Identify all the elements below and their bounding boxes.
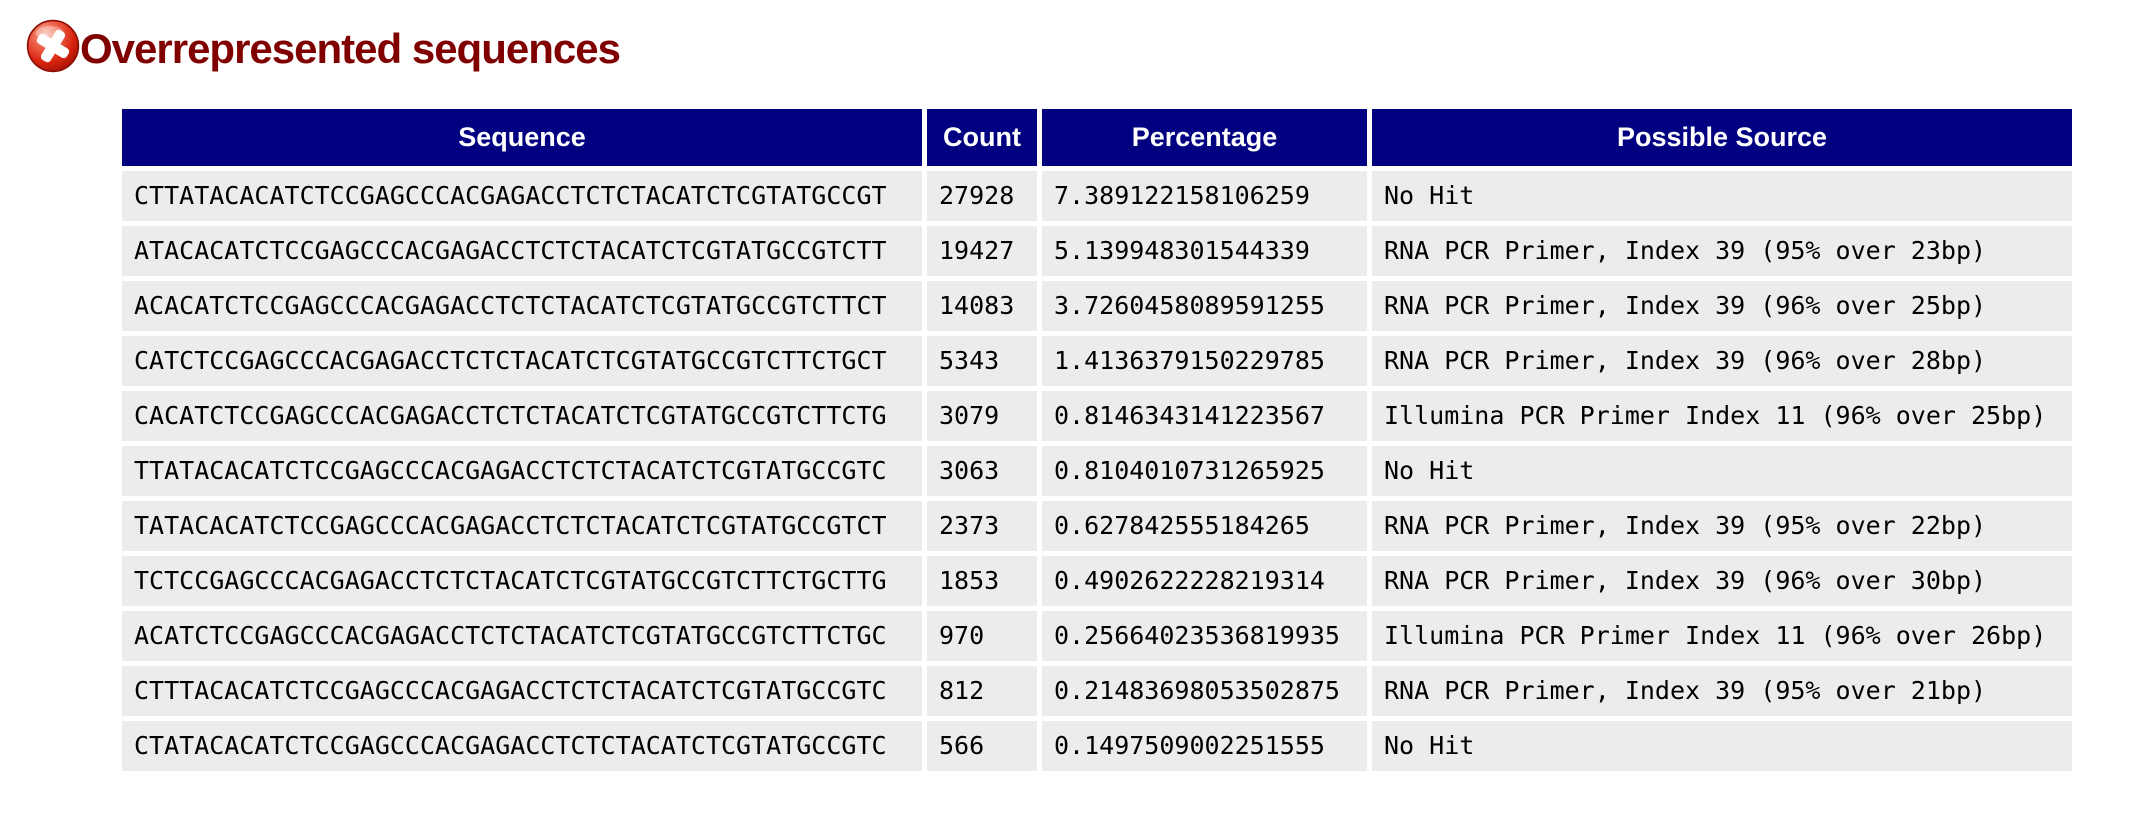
count-cell: 812: [927, 666, 1037, 716]
sequence-cell: ATACACATCTCCGAGCCCACGAGACCTCTCTACATCTCGT…: [122, 226, 922, 276]
sequence-cell: TTATACACATCTCCGAGCCCACGAGACCTCTCTACATCTC…: [122, 446, 922, 496]
possible-source-cell: RNA PCR Primer, Index 39 (96% over 25bp): [1372, 281, 2072, 331]
sequence-cell: CACATCTCCGAGCCCACGAGACCTCTCTACATCTCGTATG…: [122, 391, 922, 441]
section-header: Overrepresented sequences: [26, 16, 2132, 76]
count-cell: 1853: [927, 556, 1037, 606]
possible-source-cell: Illumina PCR Primer Index 11 (96% over 2…: [1372, 391, 2072, 441]
percentage-cell: 0.1497509002251555: [1042, 721, 1367, 771]
table-row: CTTTACACATCTCCGAGCCCACGAGACCTCTCTACATCTC…: [122, 666, 2072, 716]
sequence-cell: TATACACATCTCCGAGCCCACGAGACCTCTCTACATCTCG…: [122, 501, 922, 551]
percentage-cell: 0.4902622228219314: [1042, 556, 1367, 606]
possible-source-cell: No Hit: [1372, 446, 2072, 496]
table-row: CATCTCCGAGCCCACGAGACCTCTCTACATCTCGTATGCC…: [122, 336, 2072, 386]
count-cell: 27928: [927, 171, 1037, 221]
column-header-count: Count: [927, 109, 1037, 166]
percentage-cell: 3.7260458089591255: [1042, 281, 1367, 331]
percentage-cell: 1.4136379150229785: [1042, 336, 1367, 386]
possible-source-cell: RNA PCR Primer, Index 39 (96% over 28bp): [1372, 336, 2072, 386]
table-row: ACATCTCCGAGCCCACGAGACCTCTCTACATCTCGTATGC…: [122, 611, 2072, 661]
possible-source-cell: No Hit: [1372, 721, 2072, 771]
count-cell: 3063: [927, 446, 1037, 496]
count-cell: 5343: [927, 336, 1037, 386]
possible-source-cell: RNA PCR Primer, Index 39 (96% over 30bp): [1372, 556, 2072, 606]
table-row: ACACATCTCCGAGCCCACGAGACCTCTCTACATCTCGTAT…: [122, 281, 2072, 331]
percentage-cell: 0.8146343141223567: [1042, 391, 1367, 441]
column-header-sequence: Sequence: [122, 109, 922, 166]
possible-source-cell: No Hit: [1372, 171, 2072, 221]
table-header: Sequence Count Percentage Possible Source: [122, 109, 2072, 166]
count-cell: 970: [927, 611, 1037, 661]
sequence-cell: ACATCTCCGAGCCCACGAGACCTCTCTACATCTCGTATGC…: [122, 611, 922, 661]
column-header-percentage: Percentage: [1042, 109, 1367, 166]
sequence-cell: CTTATACACATCTCCGAGCCCACGAGACCTCTCTACATCT…: [122, 171, 922, 221]
percentage-cell: 0.627842555184265: [1042, 501, 1367, 551]
percentage-cell: 0.25664023536819935: [1042, 611, 1367, 661]
sequence-cell: ACACATCTCCGAGCCCACGAGACCTCTCTACATCTCGTAT…: [122, 281, 922, 331]
fail-icon: [26, 19, 80, 73]
table-row: CTTATACACATCTCCGAGCCCACGAGACCTCTCTACATCT…: [122, 171, 2072, 221]
page-title: Overrepresented sequences: [80, 25, 621, 72]
possible-source-cell: Illumina PCR Primer Index 11 (96% over 2…: [1372, 611, 2072, 661]
count-cell: 2373: [927, 501, 1037, 551]
possible-source-cell: RNA PCR Primer, Index 39 (95% over 22bp): [1372, 501, 2072, 551]
table-row: TATACACATCTCCGAGCCCACGAGACCTCTCTACATCTCG…: [122, 501, 2072, 551]
table-row: CACATCTCCGAGCCCACGAGACCTCTCTACATCTCGTATG…: [122, 391, 2072, 441]
count-cell: 19427: [927, 226, 1037, 276]
count-cell: 14083: [927, 281, 1037, 331]
percentage-cell: 7.389122158106259: [1042, 171, 1367, 221]
table-row: CTATACACATCTCCGAGCCCACGAGACCTCTCTACATCTC…: [122, 721, 2072, 771]
table-row: TTATACACATCTCCGAGCCCACGAGACCTCTCTACATCTC…: [122, 446, 2072, 496]
overrepresented-table: Sequence Count Percentage Possible Source C…: [117, 104, 2077, 776]
sequence-cell: CTATACACATCTCCGAGCCCACGAGACCTCTCTACATCTC…: [122, 721, 922, 771]
percentage-cell: 0.21483698053502875: [1042, 666, 1367, 716]
table-row: ATACACATCTCCGAGCCCACGAGACCTCTCTACATCTCGT…: [122, 226, 2072, 276]
sequence-cell: CATCTCCGAGCCCACGAGACCTCTCTACATCTCGTATGCC…: [122, 336, 922, 386]
percentage-cell: 5.139948301544339: [1042, 226, 1367, 276]
possible-source-cell: RNA PCR Primer, Index 39 (95% over 21bp): [1372, 666, 2072, 716]
column-header-possible-source: Possible Source: [1372, 109, 2072, 166]
count-cell: 3079: [927, 391, 1037, 441]
sequence-cell: TCTCCGAGCCCACGAGACCTCTCTACATCTCGTATGCCGT…: [122, 556, 922, 606]
possible-source-cell: RNA PCR Primer, Index 39 (95% over 23bp): [1372, 226, 2072, 276]
count-cell: 566: [927, 721, 1037, 771]
table-header-row: Sequence Count Percentage Possible Source: [122, 109, 2072, 166]
table-body: CTTATACACATCTCCGAGCCCACGAGACCTCTCTACATCT…: [122, 171, 2072, 771]
table-row: TCTCCGAGCCCACGAGACCTCTCTACATCTCGTATGCCGT…: [122, 556, 2072, 606]
overrepresented-sequences-section: Overrepresented sequences Sequence Count P…: [26, 16, 2132, 776]
sequence-cell: CTTTACACATCTCCGAGCCCACGAGACCTCTCTACATCTC…: [122, 666, 922, 716]
percentage-cell: 0.8104010731265925: [1042, 446, 1367, 496]
